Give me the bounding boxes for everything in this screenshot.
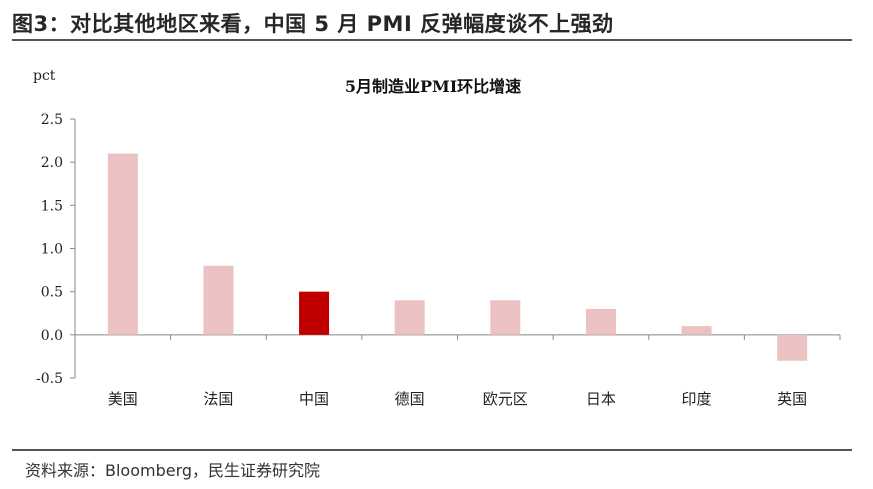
source-note: 资料来源：Bloomberg，民生证券研究院: [25, 461, 321, 480]
bottom-divider: [12, 449, 852, 451]
x-category-label: 英国: [777, 390, 807, 408]
bar-6: [681, 326, 712, 335]
x-category-label: 欧元区: [483, 390, 528, 408]
top-divider: [12, 39, 852, 41]
bars: [107, 153, 808, 361]
bar-5: [585, 308, 616, 335]
figure-title: 图3：对比其他地区来看，中国 5 月 PMI 反弹幅度谈不上强劲: [12, 12, 614, 36]
y-tick-label: 1.0: [41, 242, 63, 258]
x-category-label: 中国: [299, 390, 329, 408]
y-tick-label: 1.5: [41, 198, 63, 214]
y-tick-label: 2.0: [41, 155, 63, 171]
x-category-label: 德国: [395, 390, 425, 408]
chart-title: 5月制造业PMI环比增速: [345, 77, 521, 96]
x-category-label: 日本: [586, 390, 616, 408]
x-category-label: 印度: [682, 390, 712, 408]
y-tick-label: -0.5: [36, 371, 63, 387]
bar-0: [107, 153, 138, 335]
x-category-label: 法国: [203, 390, 233, 408]
bar-7: [777, 334, 808, 361]
x-category-label: 美国: [108, 390, 138, 408]
y-tick-label: 0.0: [41, 328, 63, 344]
y-axis-unit-label: pct: [33, 68, 56, 84]
labels: -0.5 0.0 0.5 1.0 1.5 2.0 2.5 美国 法国 中国 德国 欧元区 日本 印度 英国: [36, 112, 807, 408]
axes: [70, 118, 841, 379]
y-tick-label: 0.5: [41, 285, 63, 301]
bar-1: [203, 265, 234, 335]
y-tick-label: 2.5: [41, 112, 63, 128]
bar-4: [490, 300, 521, 335]
bar-2: [299, 291, 330, 335]
bar-3: [394, 300, 425, 335]
